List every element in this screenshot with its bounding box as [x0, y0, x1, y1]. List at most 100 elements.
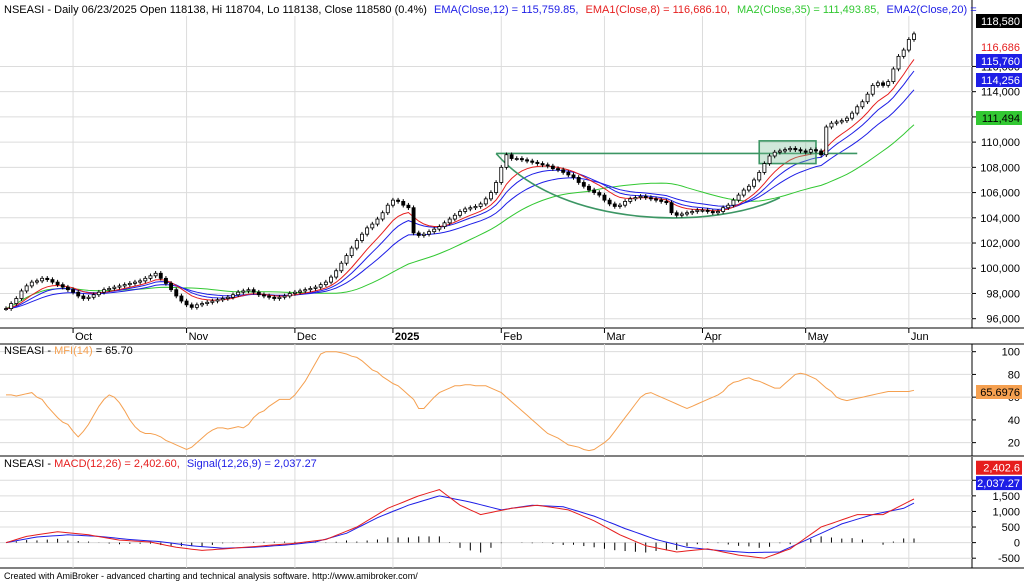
price-bar-body: [576, 177, 581, 183]
price-bar-body: [798, 149, 803, 152]
price-bar-body: [643, 195, 648, 199]
price-bar-body: [679, 213, 684, 216]
price-bar-body: [416, 232, 421, 236]
price-bar-body: [298, 290, 303, 293]
ema20-line: [5, 89, 915, 310]
month-tick-label: Dec: [297, 331, 317, 343]
month-tick-label: 2025: [395, 331, 419, 343]
price-bar-body: [504, 154, 509, 168]
pattern-cup-curve: [495, 152, 781, 219]
price-bar-body: [581, 182, 586, 187]
price-bar-body: [375, 218, 380, 225]
price-bar-body: [241, 290, 246, 293]
month-tick-label: Nov: [189, 331, 209, 343]
price-bar-body: [292, 291, 297, 294]
ma35-line: [5, 124, 915, 310]
price-bar-body: [777, 150, 782, 153]
ma35-badge: [976, 111, 1022, 125]
price-bar-body: [231, 294, 235, 298]
price-bar-body: [870, 84, 875, 95]
price-bar-body: [452, 214, 457, 220]
price-bar-body: [256, 291, 261, 296]
price-bar-body: [556, 168, 560, 171]
price-tick-label: 98,000: [986, 288, 1020, 300]
price-bar-body: [55, 281, 60, 286]
price-bar-body: [158, 272, 163, 279]
mfi-badge: [976, 385, 1022, 399]
price-bar-body: [76, 291, 81, 297]
price-bar-body: [617, 204, 622, 207]
price-bar-body: [406, 204, 411, 209]
price-bar-body: [901, 49, 906, 57]
price-bar-body: [318, 284, 323, 288]
price-bar-body: [96, 291, 101, 296]
mfi-tick-label: 20: [1008, 438, 1020, 450]
price-bar-body: [489, 192, 493, 200]
price-tick-label: 114,000: [981, 87, 1020, 99]
price-bar-body: [891, 68, 896, 82]
price-bar-body: [612, 203, 617, 207]
price-bar-body: [587, 185, 591, 191]
price-bar-body: [102, 289, 106, 293]
price-bar-body: [184, 300, 189, 306]
price-bar-body: [153, 272, 158, 277]
price-bar-body: [432, 228, 437, 233]
ema12-badge: [976, 54, 1022, 68]
price-tick-label: 100,000: [980, 263, 1020, 275]
price-bar-body: [19, 290, 24, 299]
price-bar-body: [860, 101, 865, 108]
price-bar-body: [354, 240, 359, 249]
price-tick-label: 96,000: [986, 314, 1020, 326]
price-bar-body: [81, 295, 86, 299]
price-bar-body: [793, 148, 798, 151]
price-bar-body: [50, 279, 55, 283]
mfi-header: NSEASI - MFI(14) = 65.70: [4, 345, 133, 357]
price-bar-body: [690, 211, 695, 214]
mfi-tick-label: 80: [1008, 369, 1020, 381]
price-bar-body: [179, 295, 184, 302]
price-bar-body: [530, 160, 535, 163]
mfi-badge-label: 65.6976: [980, 387, 1020, 399]
signal-line: [5, 495, 915, 554]
price-bar-body: [829, 122, 834, 128]
macd-header: NSEASI - MACD(12,26) = 2,402.60, Signal(…: [4, 458, 317, 470]
price-bar-body: [29, 281, 34, 287]
price-bar-body: [602, 194, 607, 201]
price-bar-body: [174, 289, 179, 297]
price-bar-body: [561, 169, 566, 173]
price-bar-body: [220, 298, 225, 301]
macd-tick-label: 500: [1002, 522, 1020, 534]
price-bar-body: [721, 207, 726, 212]
month-tick-label: May: [808, 331, 829, 343]
macd-badge-label: 2,402.6: [983, 463, 1020, 475]
ema20-badge: [976, 73, 1022, 87]
price-bar-body: [896, 55, 901, 70]
price-bar-body: [814, 149, 818, 152]
price-bar-body: [483, 198, 488, 205]
price-bar-body: [411, 207, 416, 234]
mfi-legend: MFI(14): [54, 345, 93, 357]
price-bar-body: [824, 126, 829, 156]
price-bar-body: [633, 197, 638, 200]
price-bar-body: [886, 81, 891, 86]
price-bar-body: [499, 166, 504, 183]
price-bar-body: [875, 82, 880, 86]
price-panel: 96,000 98,000 100,000 102,000 104,000 106,000…: [0, 0, 1024, 343]
price-bar-body: [834, 121, 839, 124]
price-bar-body: [700, 209, 705, 212]
price-bar-body: [365, 227, 370, 235]
price-bar-body: [592, 189, 597, 193]
month-tick-label: Jun: [911, 331, 929, 343]
price-bar-body: [112, 286, 117, 289]
price-bar-body: [881, 82, 885, 86]
price-bar-body: [262, 294, 266, 297]
price-bar-body: [169, 282, 174, 291]
price-bar-body: [716, 211, 720, 214]
price-bar-body: [463, 208, 468, 212]
price-bar-body: [390, 199, 395, 206]
ema12-line: [5, 70, 915, 310]
price-bar-body: [659, 199, 664, 202]
mfi-line: [6, 351, 915, 452]
price-bar-body: [458, 211, 462, 216]
main-header: NSEASI - Daily 06/23/2025 Open 118138, H…: [4, 4, 977, 16]
